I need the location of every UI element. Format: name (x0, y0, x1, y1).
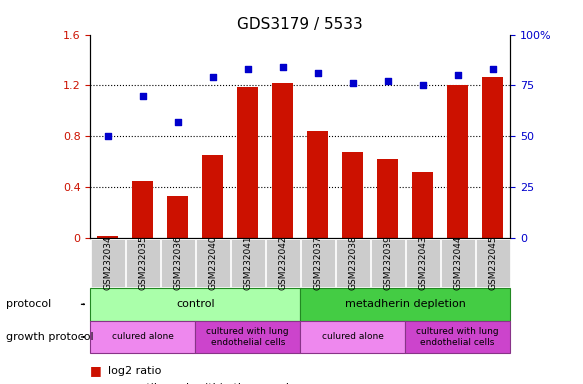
Bar (412, 172, 433, 238)
Point (453, 72, 462, 78)
Text: GSM232040: GSM232040 (208, 236, 217, 290)
Text: metadherin depletion: metadherin depletion (345, 299, 466, 310)
Text: culured alone: culured alone (112, 333, 174, 341)
Text: GSM232038: GSM232038 (348, 236, 357, 290)
Bar (132, 181, 153, 238)
Text: GSM232039: GSM232039 (383, 236, 392, 290)
Bar (447, 86, 468, 238)
Bar (307, 131, 328, 238)
Point (313, 70, 322, 76)
Text: GSM232034: GSM232034 (103, 236, 113, 290)
Point (243, 66, 252, 72)
Text: protocol: protocol (6, 299, 51, 310)
Text: percentile rank within the sample: percentile rank within the sample (108, 383, 296, 384)
Bar (237, 87, 258, 238)
Point (383, 78, 392, 84)
Text: GSM232041: GSM232041 (243, 236, 252, 290)
Bar (377, 159, 398, 238)
Text: GSM232045: GSM232045 (488, 236, 497, 290)
Text: ■: ■ (90, 364, 102, 377)
Bar (272, 83, 293, 238)
Text: GSM232042: GSM232042 (278, 236, 287, 290)
Point (418, 83, 427, 89)
Text: control: control (176, 299, 215, 310)
Title: GDS3179 / 5533: GDS3179 / 5533 (237, 17, 363, 32)
Text: GSM232035: GSM232035 (138, 236, 147, 290)
Bar (342, 152, 363, 238)
Bar (167, 196, 188, 238)
Point (208, 74, 217, 80)
Point (103, 133, 113, 139)
Point (278, 64, 287, 70)
Text: ■: ■ (90, 381, 102, 384)
Text: GSM232037: GSM232037 (313, 236, 322, 290)
Point (138, 93, 147, 99)
Text: GSM232036: GSM232036 (173, 236, 182, 290)
Point (488, 66, 497, 72)
Text: GSM232044: GSM232044 (453, 236, 462, 290)
Text: cultured with lung
endothelial cells: cultured with lung endothelial cells (206, 327, 289, 347)
Point (173, 119, 182, 125)
Point (348, 80, 357, 86)
Text: log2 ratio: log2 ratio (108, 366, 161, 376)
Bar (482, 76, 503, 238)
Text: cultured with lung
endothelial cells: cultured with lung endothelial cells (416, 327, 499, 347)
Bar (97, 235, 118, 238)
Text: growth protocol: growth protocol (6, 332, 93, 342)
Bar (202, 156, 223, 238)
Text: culured alone: culured alone (322, 333, 384, 341)
Text: GSM232043: GSM232043 (418, 236, 427, 290)
